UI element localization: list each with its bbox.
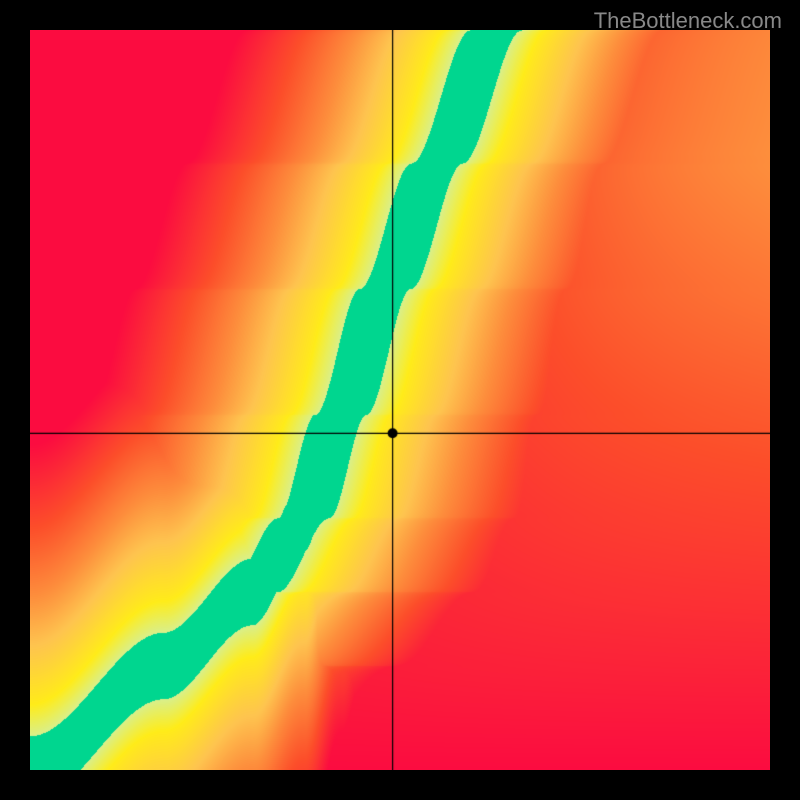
plot-container xyxy=(30,30,770,770)
bottleneck-heatmap xyxy=(30,30,770,770)
watermark-text: TheBottleneck.com xyxy=(594,8,782,34)
